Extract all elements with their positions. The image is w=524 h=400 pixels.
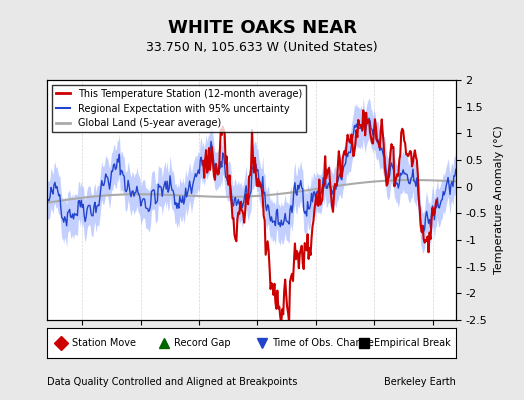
Text: Station Move: Station Move xyxy=(72,338,136,348)
Text: WHITE OAKS NEAR: WHITE OAKS NEAR xyxy=(168,19,356,37)
Text: Record Gap: Record Gap xyxy=(174,338,231,348)
Y-axis label: Temperature Anomaly (°C): Temperature Anomaly (°C) xyxy=(494,126,504,274)
Text: Berkeley Earth: Berkeley Earth xyxy=(384,377,456,387)
Text: 33.750 N, 105.633 W (United States): 33.750 N, 105.633 W (United States) xyxy=(146,42,378,54)
Legend: This Temperature Station (12-month average), Regional Expectation with 95% uncer: This Temperature Station (12-month avera… xyxy=(52,85,307,132)
Text: Data Quality Controlled and Aligned at Breakpoints: Data Quality Controlled and Aligned at B… xyxy=(47,377,298,387)
Text: Time of Obs. Change: Time of Obs. Change xyxy=(272,338,374,348)
Text: Empirical Break: Empirical Break xyxy=(374,338,451,348)
